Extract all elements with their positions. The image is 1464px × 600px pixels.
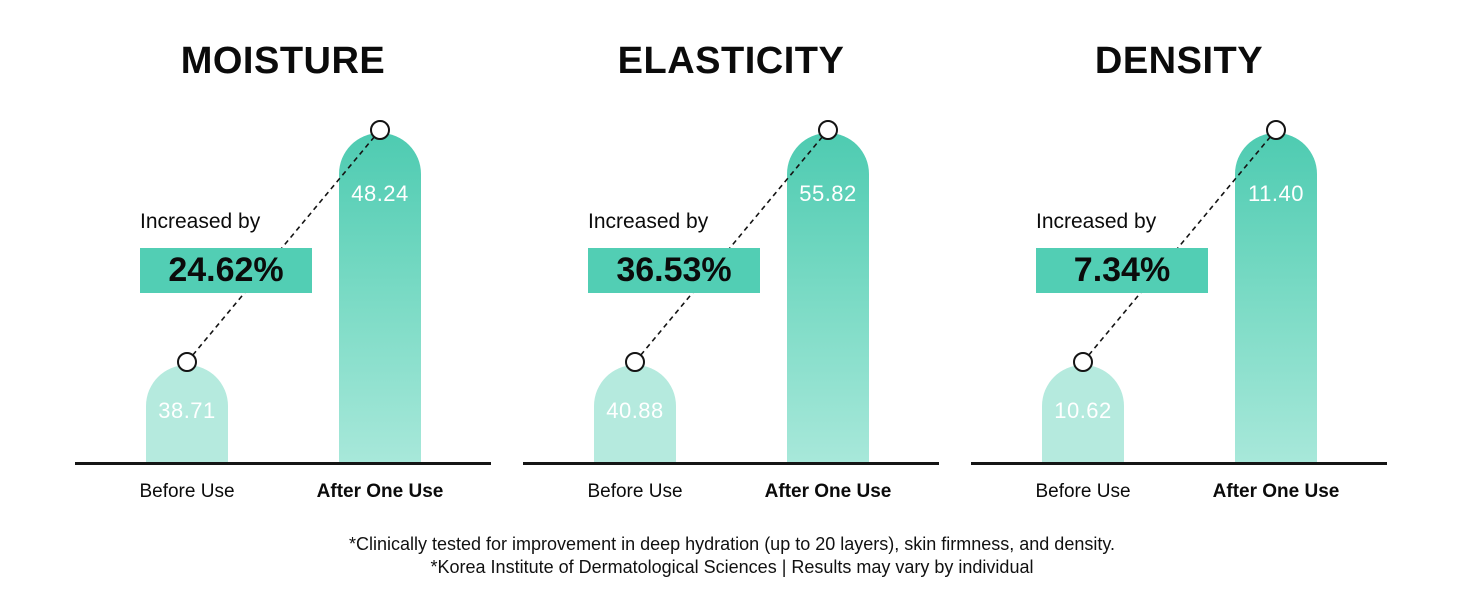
chart-panels: MOISTURE Increased by 24.62% 38.71 48.24… xyxy=(59,0,1403,505)
bar-before-use xyxy=(1042,365,1124,464)
increase-percent-badge: 24.62% xyxy=(140,248,312,293)
bar-before-use xyxy=(594,365,676,464)
bar-after-one-use xyxy=(339,133,421,464)
increase-label: Increased by xyxy=(1036,210,1157,233)
after-point-marker xyxy=(818,120,838,140)
before-point-marker xyxy=(625,352,645,372)
bar-before-use xyxy=(146,365,228,464)
increase-label: Increased by xyxy=(140,210,261,233)
after-value: 11.40 xyxy=(1248,181,1304,206)
x-label-after-one-use: After One Use xyxy=(1212,481,1340,502)
trend-connector-line xyxy=(625,120,838,372)
increase-percent-badge: 7.34% xyxy=(1036,248,1208,293)
bar-after-one-use xyxy=(1235,133,1317,464)
trend-connector-line xyxy=(177,120,390,372)
before-value: 40.88 xyxy=(606,398,664,423)
axis-baseline xyxy=(971,462,1387,465)
after-value: 48.24 xyxy=(351,181,409,206)
axis-baseline xyxy=(75,462,491,465)
x-label-before-use: Before Use xyxy=(139,481,235,502)
x-label-after-one-use: After One Use xyxy=(316,481,444,502)
x-label-after-one-use: After One Use xyxy=(764,481,892,502)
panel-density: DENSITY Increased by 7.34% 10.62 11.40 B… xyxy=(955,0,1403,505)
panel-title: ELASTICITY xyxy=(617,40,845,82)
increase-label: Increased by xyxy=(588,210,709,233)
footnote-institute: *Korea Institute of Dermatological Scien… xyxy=(430,557,1034,577)
before-point-marker xyxy=(177,352,197,372)
footnotes: *Clinically tested for improvement in de… xyxy=(0,533,1464,579)
x-label-before-use: Before Use xyxy=(1035,481,1131,502)
after-point-marker xyxy=(370,120,390,140)
after-value: 55.82 xyxy=(799,181,857,206)
after-point-marker xyxy=(1266,120,1286,140)
before-point-marker xyxy=(1073,352,1093,372)
axis-baseline xyxy=(523,462,939,465)
before-value: 10.62 xyxy=(1054,398,1112,423)
footnote-clinical: *Clinically tested for improvement in de… xyxy=(348,534,1116,554)
panel-elasticity: ELASTICITY Increased by 36.53% 40.88 55.… xyxy=(507,0,955,505)
before-value: 38.71 xyxy=(158,398,216,423)
trend-connector-line xyxy=(1073,120,1286,372)
bar-after-one-use xyxy=(787,133,869,464)
panel-title: MOISTURE xyxy=(180,40,386,82)
x-label-before-use: Before Use xyxy=(587,481,683,502)
panel-moisture: MOISTURE Increased by 24.62% 38.71 48.24… xyxy=(59,0,507,505)
panel-title: DENSITY xyxy=(1094,40,1264,82)
increase-percent-badge: 36.53% xyxy=(588,248,760,293)
